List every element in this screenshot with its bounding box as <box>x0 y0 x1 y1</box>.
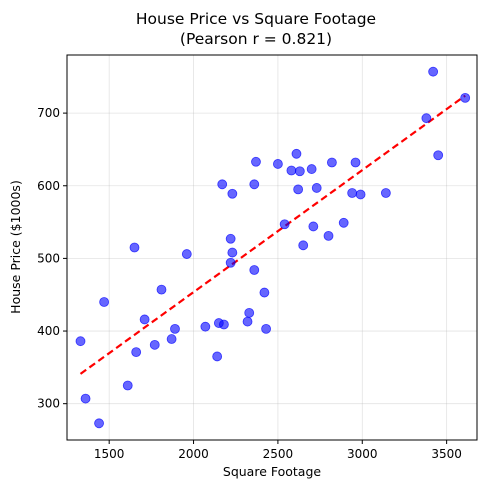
trendline <box>79 94 466 375</box>
data-point <box>347 188 358 198</box>
data-point <box>380 188 391 198</box>
data-point <box>338 217 349 228</box>
data-point <box>122 380 133 391</box>
data-point <box>251 156 261 167</box>
x-tick-label: 2000 <box>178 447 209 461</box>
chart-title-line2: (Pearson r = 0.821) <box>180 30 332 48</box>
chart-title-line1: House Price vs Square Footage <box>136 10 376 28</box>
data-points <box>75 66 471 429</box>
data-point <box>298 240 309 251</box>
x-axis-ticks: 1500 2000 2500 3000 3500 <box>94 440 462 461</box>
data-point <box>311 183 322 193</box>
data-point <box>323 230 334 241</box>
data-point <box>291 148 302 159</box>
data-point <box>428 66 439 77</box>
data-point <box>129 242 140 253</box>
x-tick-label: 1500 <box>94 447 125 461</box>
data-point <box>308 221 319 232</box>
data-point <box>75 336 86 347</box>
y-tick-label: 700 <box>37 106 60 120</box>
y-tick-label: 300 <box>37 397 60 411</box>
data-point <box>294 166 305 177</box>
trendline-group <box>79 94 466 375</box>
data-point <box>166 334 177 344</box>
data-point <box>200 321 211 332</box>
data-point <box>261 323 271 334</box>
data-point <box>219 319 229 330</box>
data-point <box>225 257 236 268</box>
data-point <box>99 297 110 307</box>
x-tick-label: 3000 <box>347 447 378 461</box>
x-tick-label: 3500 <box>431 447 462 461</box>
data-point <box>227 188 238 199</box>
data-point <box>156 284 167 295</box>
data-point <box>433 150 444 161</box>
y-axis-label: House Price ($1000s) <box>8 180 23 314</box>
y-tick-label: 600 <box>37 179 60 193</box>
data-point <box>249 179 260 190</box>
data-point <box>131 347 142 358</box>
data-point <box>242 316 253 327</box>
data-point <box>80 393 91 404</box>
data-point <box>227 247 238 258</box>
data-point <box>217 179 228 190</box>
x-tick-label: 2500 <box>263 447 294 461</box>
data-point <box>181 249 192 259</box>
data-point <box>225 233 236 244</box>
data-point <box>244 307 255 318</box>
data-point <box>212 351 223 362</box>
plot-frame <box>66 54 478 441</box>
data-point <box>170 323 180 334</box>
data-point <box>279 219 290 230</box>
data-point <box>326 157 337 168</box>
y-tick-label: 500 <box>37 251 60 265</box>
y-tick-label: 400 <box>37 324 60 338</box>
data-point <box>139 314 150 325</box>
data-point <box>249 265 260 275</box>
grid-lines <box>67 55 477 440</box>
data-point <box>460 92 471 103</box>
data-point <box>273 159 283 169</box>
y-axis-ticks: 300 400 500 600 700 <box>37 106 67 411</box>
data-point <box>259 287 270 298</box>
data-point <box>421 113 432 124</box>
data-point <box>94 418 104 429</box>
data-point <box>293 184 304 195</box>
data-point <box>350 157 361 168</box>
data-point <box>306 164 317 174</box>
data-point <box>149 339 160 350</box>
data-point <box>355 189 366 200</box>
x-axis-label: Square Footage <box>223 464 322 479</box>
data-point <box>286 165 297 176</box>
